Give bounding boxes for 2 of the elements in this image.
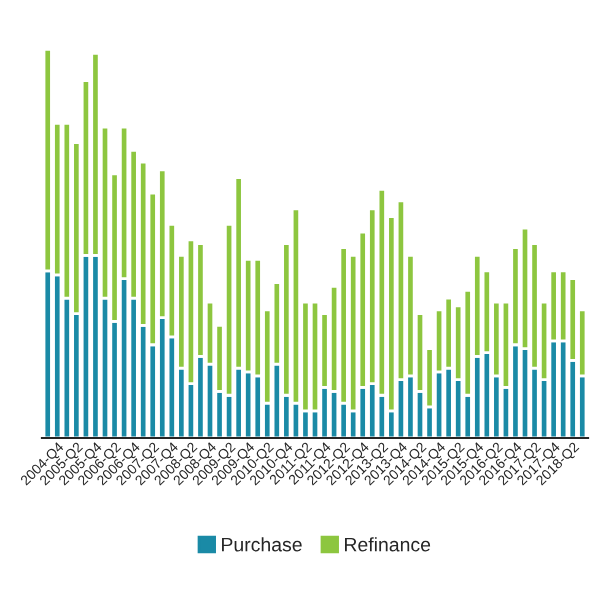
legend-label: Refinance [345, 537, 431, 552]
legend-label: Purchase [222, 537, 302, 552]
